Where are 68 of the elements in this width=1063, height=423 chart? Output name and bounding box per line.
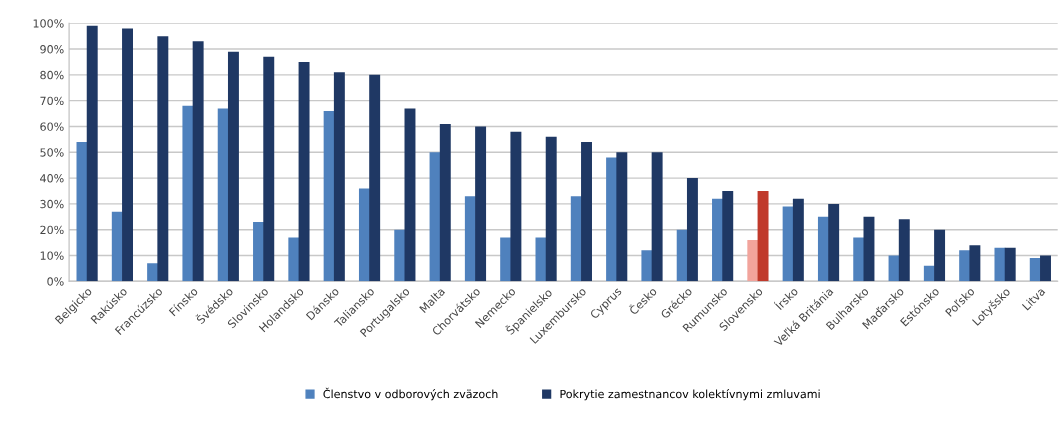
bar	[898, 219, 910, 282]
legend-label: Členstvo v odborových zväzoch	[323, 387, 498, 401]
y-tick-label: 60%	[40, 122, 64, 131]
bar	[323, 111, 335, 282]
bar	[828, 203, 840, 282]
bar	[157, 36, 169, 282]
bar	[217, 108, 229, 282]
bar	[358, 188, 370, 282]
bar	[863, 216, 875, 282]
bar	[817, 216, 829, 282]
bar	[182, 105, 194, 282]
bar	[1004, 247, 1016, 282]
bar	[722, 190, 734, 282]
bar	[792, 198, 804, 282]
bar	[76, 141, 88, 282]
bar	[535, 237, 547, 282]
bar	[394, 229, 406, 282]
bar	[959, 250, 971, 282]
bar	[510, 131, 522, 282]
bar	[994, 247, 1006, 282]
bar	[676, 229, 688, 282]
y-tick-label: 0%	[47, 277, 64, 286]
y-tick-label: 90%	[40, 45, 64, 54]
bar	[782, 206, 794, 282]
bar	[227, 51, 239, 282]
bar	[1040, 255, 1051, 282]
bar	[369, 74, 381, 282]
bar	[570, 196, 582, 282]
bar	[147, 263, 159, 282]
bar	[475, 126, 487, 282]
bar	[545, 136, 557, 282]
bar	[111, 211, 123, 282]
bar	[853, 237, 865, 282]
bar	[263, 56, 275, 282]
y-tick-label: 80%	[40, 70, 64, 80]
bar	[757, 190, 769, 282]
bar	[606, 157, 618, 282]
bar	[86, 25, 98, 282]
y-tick-label: 10%	[40, 251, 64, 260]
y-tick-label: 20%	[40, 225, 64, 235]
y-tick-label: 50%	[40, 148, 64, 157]
bar	[429, 152, 441, 282]
bar	[1029, 258, 1041, 282]
y-tick-label: 70%	[40, 96, 64, 106]
bar	[253, 221, 264, 282]
bar	[581, 141, 592, 282]
y-tick-label: 40%	[40, 174, 64, 183]
bar	[439, 123, 451, 282]
bar	[641, 250, 653, 282]
bar	[686, 178, 698, 282]
bar	[288, 237, 300, 282]
bar	[934, 229, 946, 282]
bar	[616, 152, 628, 282]
bar	[122, 28, 133, 282]
y-tick-label: 30%	[40, 199, 64, 209]
bar	[712, 198, 723, 282]
bar	[747, 240, 759, 282]
bar	[888, 255, 900, 282]
bar	[404, 108, 416, 282]
bar	[651, 152, 663, 282]
bar	[500, 237, 512, 282]
bar	[192, 41, 204, 282]
legend-label: Pokrytie zamestnancov kolektívnymi zmluvami	[560, 389, 820, 401]
bar	[333, 72, 345, 282]
bar	[969, 245, 981, 282]
bar	[298, 61, 310, 282]
bar	[464, 196, 476, 282]
y-tick-label: 100%	[33, 19, 64, 28]
